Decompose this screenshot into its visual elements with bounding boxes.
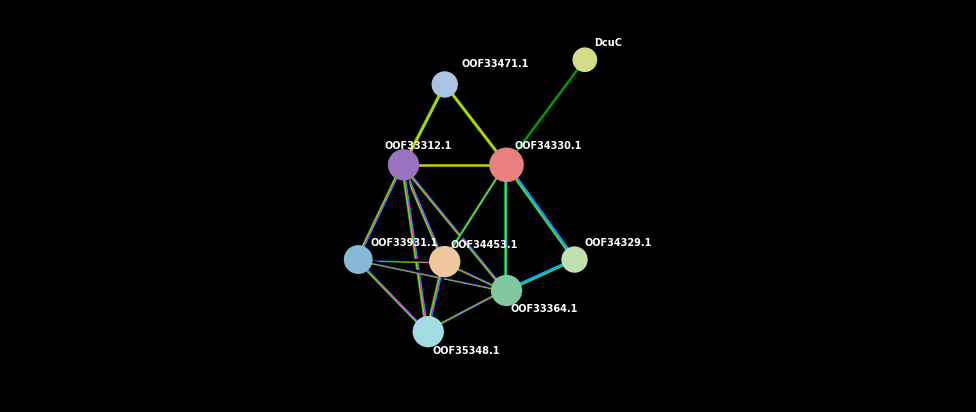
Text: OOF34330.1: OOF34330.1 bbox=[514, 141, 582, 151]
Circle shape bbox=[561, 246, 588, 273]
Text: OOF34329.1: OOF34329.1 bbox=[585, 238, 652, 248]
Circle shape bbox=[387, 149, 420, 180]
Circle shape bbox=[344, 245, 373, 274]
Text: OOF33931.1: OOF33931.1 bbox=[371, 238, 438, 248]
Text: OOF35348.1: OOF35348.1 bbox=[432, 346, 500, 356]
Text: OOF33471.1: OOF33471.1 bbox=[462, 59, 529, 69]
Circle shape bbox=[413, 316, 444, 347]
Text: OOF33364.1: OOF33364.1 bbox=[510, 304, 578, 314]
Circle shape bbox=[489, 147, 524, 182]
Circle shape bbox=[491, 275, 522, 306]
Text: OOF34453.1: OOF34453.1 bbox=[451, 240, 518, 250]
Circle shape bbox=[431, 71, 458, 98]
Circle shape bbox=[429, 246, 461, 277]
Text: OOF33312.1: OOF33312.1 bbox=[385, 141, 452, 151]
Text: DcuC: DcuC bbox=[594, 38, 623, 48]
Circle shape bbox=[573, 47, 597, 72]
